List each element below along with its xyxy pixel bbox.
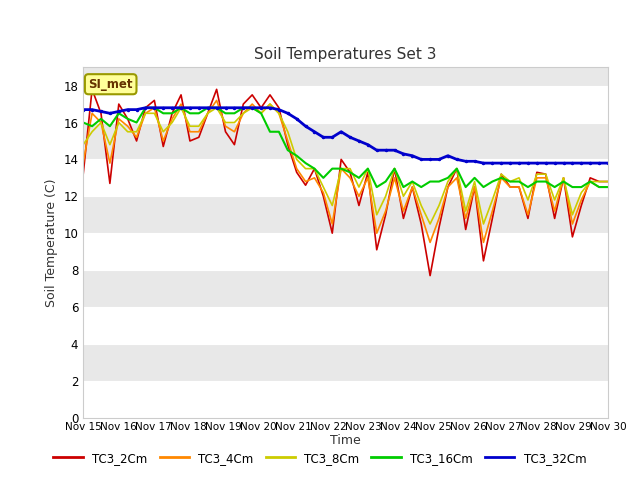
Text: SI_met: SI_met	[88, 78, 133, 91]
Bar	[83, 233, 608, 270]
Bar	[83, 85, 608, 122]
X-axis label: Time: Time	[330, 434, 361, 447]
Title: Soil Temperatures Set 3: Soil Temperatures Set 3	[254, 47, 437, 62]
Legend: TC3_2Cm, TC3_4Cm, TC3_8Cm, TC3_16Cm, TC3_32Cm: TC3_2Cm, TC3_4Cm, TC3_8Cm, TC3_16Cm, TC3…	[49, 447, 591, 469]
Bar	[83, 307, 608, 344]
Y-axis label: Soil Temperature (C): Soil Temperature (C)	[45, 178, 58, 307]
Bar	[83, 381, 608, 418]
Bar	[83, 159, 608, 196]
